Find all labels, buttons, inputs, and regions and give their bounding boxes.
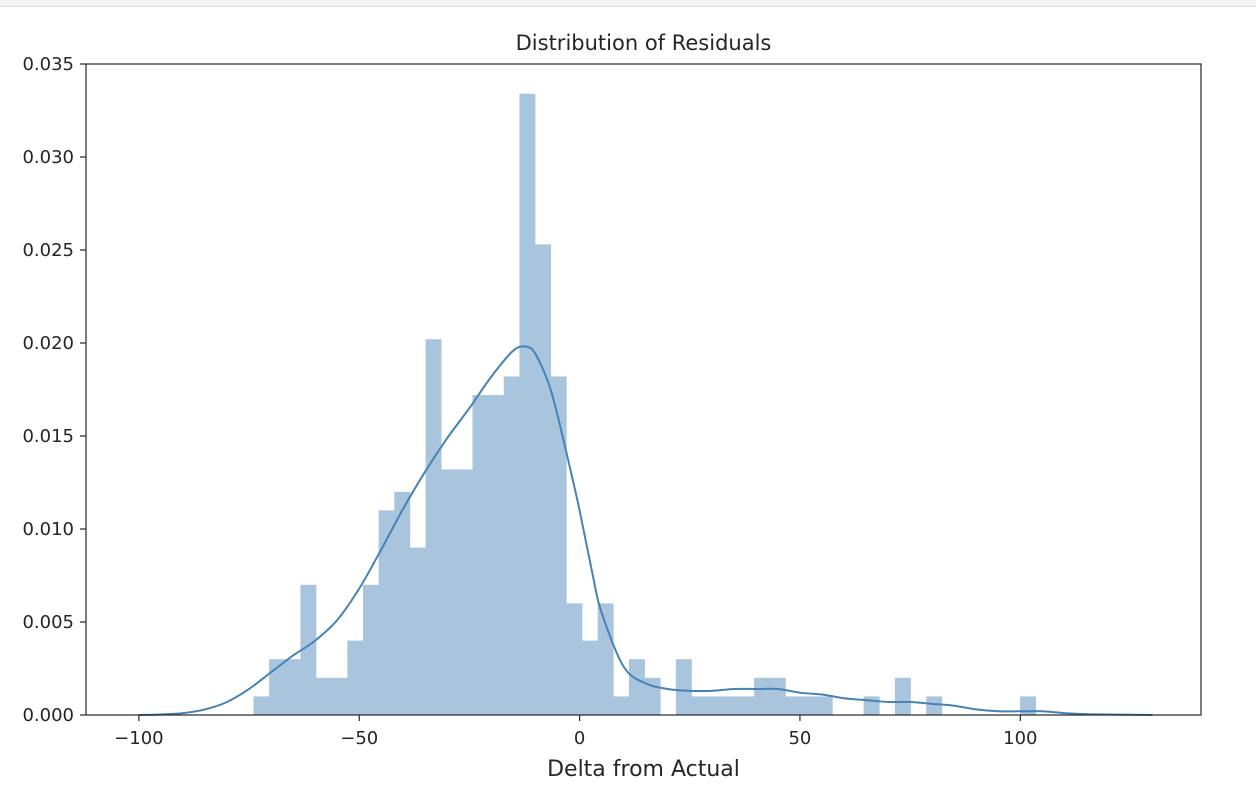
histogram-bar [347,640,364,715]
histogram-bar [456,469,473,715]
histogram-bar [362,584,379,715]
histogram-bar [582,640,598,715]
histogram-bar [566,603,583,715]
histogram-bar [300,584,317,715]
histogram-bar [472,395,489,715]
x-tick-label: 100 [1003,728,1037,749]
y-tick-label: 0.020 [22,333,74,354]
histogram-bar [613,696,630,715]
x-tick-label: 0 [574,728,585,749]
histogram-bar [597,603,614,715]
histogram-bar [503,376,520,715]
x-tick-label: −50 [340,728,378,749]
histogram-bar [691,696,708,715]
histogram-bar [269,659,286,715]
histogram-bar [253,696,270,715]
y-axis-ticks: 0.000 0.005 0.010 0.015 0.020 0.025 0.030 0.035 [22,54,86,726]
y-tick-label: 0.025 [22,240,74,261]
histogram-bar [675,659,692,715]
histogram-bar [409,547,426,715]
histogram-bar [722,696,739,715]
histogram-bar [738,696,755,715]
histogram-bar [519,93,536,715]
x-tick-label: −100 [114,728,163,749]
histogram-bars [253,93,1037,716]
y-tick-label: 0.015 [22,426,74,447]
histogram-bar [394,491,411,715]
notebook-top-strip [0,0,1256,7]
histogram-bar [316,677,332,715]
chart-title: Distribution of Residuals [516,31,772,55]
histogram-bar [894,677,911,715]
histogram-bar [284,659,301,715]
histogram-bar [378,510,395,715]
histogram-bar [754,677,771,715]
histogram-bar [816,696,833,715]
y-tick-label: 0.000 [22,705,74,726]
histogram-bar [769,677,786,715]
histogram-bar [550,376,567,715]
x-axis-label: Delta from Actual [547,757,740,782]
histogram-bar [628,659,645,715]
y-tick-label: 0.035 [22,54,74,75]
y-tick-label: 0.030 [22,147,74,168]
histogram-bar [425,339,442,715]
y-tick-label: 0.010 [22,519,74,540]
axes-frame [85,63,1202,716]
y-tick-label: 0.005 [22,612,74,633]
histogram-bar [801,696,817,715]
histogram-bar [707,696,724,715]
histogram-bar [535,244,552,716]
histogram-bar [331,677,348,715]
histogram-bar [441,469,458,715]
histogram-bar [926,696,943,715]
x-tick-label: 50 [788,728,811,749]
histogram-bar [488,395,505,715]
x-axis-ticks: −100 −50 0 50 100 [114,715,1037,749]
histogram-bar [785,696,802,715]
kde-curve [138,345,1153,716]
